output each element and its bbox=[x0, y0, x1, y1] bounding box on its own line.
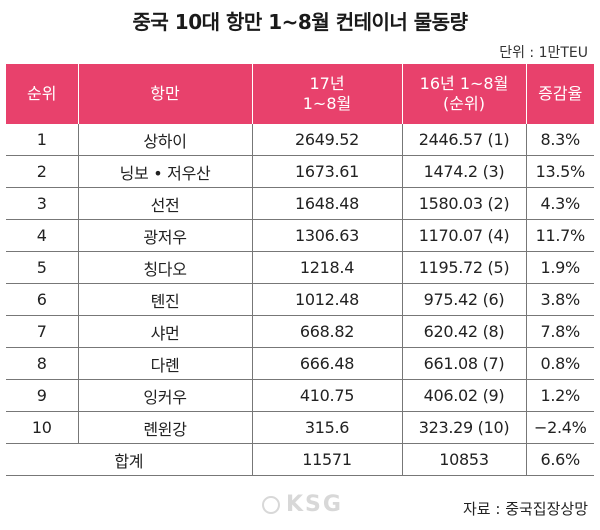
page-title: 중국 10대 항만 1~8월 컨테이너 물동량 bbox=[132, 10, 468, 34]
cell-total-growth: 6.6% bbox=[526, 443, 594, 476]
cell-rank: 6 bbox=[6, 283, 79, 316]
cell-growth: 3.8% bbox=[526, 283, 594, 316]
cell-growth: 7.8% bbox=[526, 315, 594, 348]
cell-rank: 2 bbox=[6, 155, 79, 188]
cell-port: 상하이 bbox=[78, 124, 253, 156]
cell-growth: −2.4% bbox=[526, 411, 594, 444]
cell-port: 선전 bbox=[78, 187, 253, 220]
source-label: 자료 : 중국집장상망 bbox=[463, 500, 588, 518]
cell-2016: 1170.07 (4) bbox=[402, 219, 527, 252]
cell-2016: 1580.03 (2) bbox=[402, 187, 527, 220]
cell-2016: 620.42 (8) bbox=[402, 315, 527, 348]
watermark-text: KSG bbox=[286, 492, 343, 517]
cell-port: 다롄 bbox=[78, 347, 253, 380]
header-2016: 16년 1~8월 (순위) bbox=[402, 64, 527, 124]
cell-2017: 1306.63 bbox=[252, 219, 403, 252]
port-throughput-table: 순위 항만 17년 1~8월 16년 1~8월 (순위) 증감율 1 상하이 2… bbox=[6, 64, 594, 476]
globe-icon bbox=[262, 496, 280, 514]
cell-port: 광저우 bbox=[78, 219, 253, 252]
cell-port: 칭다오 bbox=[78, 251, 253, 284]
table-row: 10 롄윈강 315.6 323.29 (10) −2.4% bbox=[6, 411, 594, 444]
cell-2017: 1012.48 bbox=[252, 283, 403, 316]
cell-port: 톈진 bbox=[78, 283, 253, 316]
header-2017-line1: 17년 bbox=[309, 74, 345, 93]
unit-label: 단위 : 1만TEU bbox=[499, 45, 588, 61]
header-2016-line1: 16년 1~8월 bbox=[419, 74, 509, 93]
cell-rank: 7 bbox=[6, 315, 79, 348]
table-row: 2 닝보 • 저우산 1673.61 1474.2 (3) 13.5% bbox=[6, 155, 594, 188]
cell-rank: 1 bbox=[6, 124, 79, 156]
cell-2016: 661.08 (7) bbox=[402, 347, 527, 380]
cell-growth: 11.7% bbox=[526, 219, 594, 252]
cell-rank: 10 bbox=[6, 411, 79, 444]
cell-2016: 975.42 (6) bbox=[402, 283, 527, 316]
cell-2017: 668.82 bbox=[252, 315, 403, 348]
cell-growth: 0.8% bbox=[526, 347, 594, 380]
table-row: 8 다롄 666.48 661.08 (7) 0.8% bbox=[6, 347, 594, 380]
watermark-logo: KSG bbox=[262, 492, 343, 517]
cell-2017: 1673.61 bbox=[252, 155, 403, 188]
cell-total-2016: 10853 bbox=[402, 443, 527, 476]
cell-port: 샤먼 bbox=[78, 315, 253, 348]
table-row: 3 선전 1648.48 1580.03 (2) 4.3% bbox=[6, 187, 594, 220]
table-row: 4 광저우 1306.63 1170.07 (4) 11.7% bbox=[6, 219, 594, 252]
cell-growth: 4.3% bbox=[526, 187, 594, 220]
cell-2016: 2446.57 (1) bbox=[402, 124, 527, 156]
table-row: 7 샤먼 668.82 620.42 (8) 7.8% bbox=[6, 315, 594, 348]
table-row: 1 상하이 2649.52 2446.57 (1) 8.3% bbox=[6, 124, 594, 156]
cell-2016: 1195.72 (5) bbox=[402, 251, 527, 284]
header-port: 항만 bbox=[78, 64, 253, 124]
cell-2017: 1218.4 bbox=[252, 251, 403, 284]
header-growth: 증감율 bbox=[526, 64, 594, 124]
table-row: 5 칭다오 1218.4 1195.72 (5) 1.9% bbox=[6, 251, 594, 284]
cell-port: 잉커우 bbox=[78, 379, 253, 412]
cell-2017: 410.75 bbox=[252, 379, 403, 412]
cell-2017: 666.48 bbox=[252, 347, 403, 380]
header-rank: 순위 bbox=[6, 64, 79, 124]
cell-rank: 4 bbox=[6, 219, 79, 252]
cell-growth: 8.3% bbox=[526, 124, 594, 156]
cell-total-2017: 11571 bbox=[252, 443, 403, 476]
cell-2017: 315.6 bbox=[252, 411, 403, 444]
table-header-row: 순위 항만 17년 1~8월 16년 1~8월 (순위) 증감율 bbox=[6, 64, 594, 124]
cell-2016: 323.29 (10) bbox=[402, 411, 527, 444]
cell-2016: 406.02 (9) bbox=[402, 379, 527, 412]
header-2016-line2: (순위) bbox=[443, 94, 485, 113]
cell-2016: 1474.2 (3) bbox=[402, 155, 527, 188]
cell-rank: 3 bbox=[6, 187, 79, 220]
cell-rank: 5 bbox=[6, 251, 79, 284]
cell-port: 롄윈강 bbox=[78, 411, 253, 444]
cell-port: 닝보 • 저우산 bbox=[78, 155, 253, 188]
cell-2017: 1648.48 bbox=[252, 187, 403, 220]
cell-2017: 2649.52 bbox=[252, 124, 403, 156]
cell-growth: 1.9% bbox=[526, 251, 594, 284]
cell-rank: 8 bbox=[6, 347, 79, 380]
header-2017: 17년 1~8월 bbox=[252, 64, 403, 124]
cell-rank: 9 bbox=[6, 379, 79, 412]
cell-total-label: 합계 bbox=[6, 443, 253, 476]
header-2017-line2: 1~8월 bbox=[302, 94, 352, 113]
table-row: 9 잉커우 410.75 406.02 (9) 1.2% bbox=[6, 379, 594, 412]
cell-growth: 13.5% bbox=[526, 155, 594, 188]
table-total-row: 합계 11571 10853 6.6% bbox=[6, 443, 594, 476]
cell-growth: 1.2% bbox=[526, 379, 594, 412]
table-row: 6 톈진 1012.48 975.42 (6) 3.8% bbox=[6, 283, 594, 316]
